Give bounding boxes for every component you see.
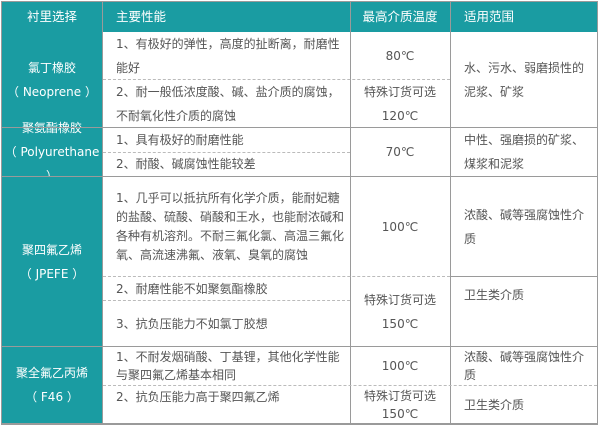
- header-performance: 主要性能: [102, 2, 350, 32]
- material-name: 聚四氟乙烯: [21, 242, 82, 257]
- row-divider: [1, 176, 598, 177]
- material-polyurethane: 聚氨酯橡胶 （ Polyurethane ）: [2, 121, 102, 183]
- performance-item: 2、抗负压能力高于聚四氟乙烯: [116, 390, 280, 404]
- max-temp-special: 特殊订货可选 150℃: [350, 386, 450, 423]
- material-name: 聚全氟乙丙烯: [15, 366, 88, 380]
- performance-item: 2、耐磨性能不如聚氨酯橡胶: [116, 281, 268, 296]
- application-scope: 中性、强磨损的矿浆、煤浆和泥浆: [464, 133, 585, 171]
- performance-item: 3、抗负压能力不如氯丁胶想: [116, 316, 268, 331]
- column-divider: [350, 1, 351, 425]
- material-ptfe: 聚四氟乙烯 （ JPEFE ）: [2, 177, 102, 346]
- material-code: （ Neoprene ）: [7, 84, 97, 99]
- border-right: [597, 1, 598, 425]
- material-f46: 聚全氟乙丙烯 （ F46 ）: [2, 347, 102, 423]
- material-name: 聚氨酯橡胶: [21, 121, 82, 135]
- special-order-label: 特殊订货可选: [363, 292, 436, 307]
- application-scope: 浓酸、碱等强腐蚀性介质: [464, 350, 585, 382]
- material-code: （ JPEFE ）: [19, 266, 85, 281]
- special-temp: 120℃: [381, 108, 419, 123]
- max-temp: 100℃: [381, 359, 419, 373]
- special-order-label: 特殊订货可选: [363, 388, 436, 403]
- border-top: [1, 1, 598, 2]
- row-divider: [1, 127, 598, 128]
- dashed-divider: [103, 79, 450, 80]
- application-scope: 卫生类介质: [464, 397, 525, 412]
- border-bottom: [1, 423, 598, 425]
- header-lining: 衬里选择: [2, 2, 102, 32]
- border-left: [1, 1, 2, 425]
- row-divider: [1, 346, 598, 347]
- max-temp: 100℃: [381, 219, 419, 234]
- dashed-divider: [103, 300, 350, 301]
- material-name: 氯丁橡胶: [27, 60, 76, 75]
- performance-item: 2、耐一般低浓度酸、碱、盐介质的腐蚀，不耐氧化性介质的腐蚀: [116, 84, 340, 123]
- max-temp-special: 特殊订货可选 120℃: [350, 80, 450, 127]
- performance-item: 1、具有极好的耐磨性能: [116, 133, 244, 147]
- max-temp: 70℃: [385, 145, 415, 159]
- material-neoprene: 氯丁橡胶 （ Neoprene ）: [2, 32, 102, 127]
- max-temp-special: 特殊订货可选 150℃: [350, 277, 450, 346]
- max-temp: 80℃: [385, 48, 415, 63]
- row-divider: [450, 276, 597, 277]
- application-scope: 卫生类介质: [464, 288, 525, 302]
- performance-item: 2、耐酸、碱腐蚀性能较差: [116, 157, 256, 171]
- material-code: （ F46 ）: [25, 390, 79, 404]
- dashed-divider: [103, 385, 597, 386]
- header-max-temp: 最高介质温度: [350, 2, 450, 32]
- performance-item: 1、不耐发烟硝酸、丁基锂，其他化学性能与聚四氟乙烯基本相同: [116, 350, 340, 382]
- column-divider: [450, 1, 451, 425]
- column-divider: [102, 1, 103, 425]
- application-scope: 浓酸、碱等强腐蚀性介质: [464, 207, 585, 246]
- dashed-divider: [103, 152, 350, 153]
- special-temp: 150℃: [381, 406, 419, 421]
- performance-item: 1、有极好的弹性，高度的扯断离，耐磨性能好: [116, 36, 340, 75]
- special-temp: 150℃: [381, 316, 419, 331]
- dashed-divider: [103, 276, 450, 277]
- application-scope: 水、污水、弱磨损性的泥浆、矿浆: [464, 60, 585, 99]
- special-order-label: 特殊订货可选: [363, 84, 436, 99]
- performance-item: 1、几乎可以抵抗所有化学介质，能耐妃糖的盐酸、硫酸、硝酸和王水，也能耐浓碱和各种…: [116, 190, 345, 262]
- header-scope: 适用范围: [450, 2, 597, 32]
